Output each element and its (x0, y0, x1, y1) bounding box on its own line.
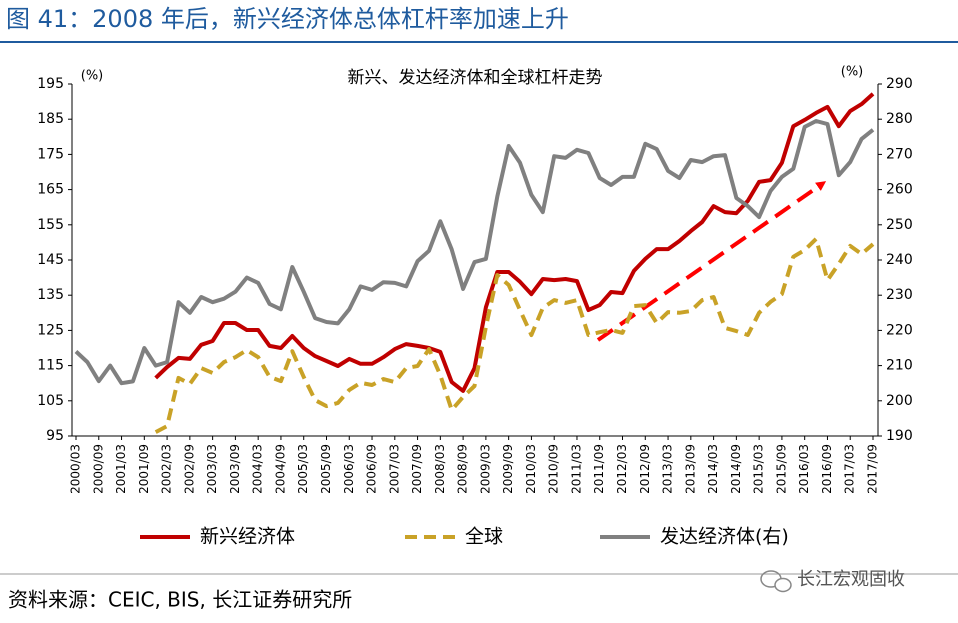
x-tick-label: 2000/09 (91, 444, 105, 494)
x-tick-label: 2017/03 (843, 444, 857, 494)
x-tick-label: 2004/03 (251, 444, 265, 494)
x-tick-label: 2006/03 (342, 444, 356, 494)
y-tick-label: 135 (37, 287, 64, 303)
y2-tick-label: 210 (886, 358, 913, 374)
trend-arrow (596, 181, 827, 342)
x-tick-label: 2010/09 (547, 444, 561, 494)
y-unit: (%) (81, 69, 104, 84)
x-tick-label: 2015/09 (774, 444, 788, 494)
y2-tick-label: 290 (886, 76, 913, 92)
x-tick-label: 2014/03 (706, 444, 720, 494)
x-tick-label: 2014/09 (729, 444, 743, 494)
x-tick-label: 2007/09 (410, 444, 424, 494)
x-tick-label: 2009/03 (478, 444, 492, 494)
x-tick-label: 2007/03 (387, 444, 401, 494)
x-tick-label: 2002/03 (160, 444, 174, 494)
y-tick-label: 115 (37, 358, 64, 374)
y-tick-label: 125 (37, 322, 64, 338)
series-line (74, 119, 875, 386)
y2-tick-label: 190 (886, 428, 913, 444)
x-tick-label: 2006/09 (365, 444, 379, 494)
x-tick-label: 2004/09 (273, 444, 287, 494)
series-line (154, 92, 875, 393)
legend-label: 全球 (465, 526, 503, 548)
x-tick-label: 2002/09 (182, 444, 196, 494)
watermark-icon (760, 570, 792, 593)
x-tick-label: 2011/03 (569, 444, 583, 494)
y2-tick-label: 270 (886, 146, 913, 162)
x-tick-label: 2017/09 (866, 444, 880, 494)
x-tick-label: 2001/03 (114, 444, 128, 494)
y2-unit: (%) (841, 65, 864, 80)
chart-title: 新兴、发达经济体和全球杠杆走势 (348, 68, 603, 88)
x-tick-label: 2011/09 (592, 444, 606, 494)
x-tick-label: 2015/03 (752, 444, 766, 494)
legend-label: 发达经济体(右) (660, 526, 789, 548)
x-tick-label: 2009/09 (501, 444, 515, 494)
y2-tick-label: 200 (886, 393, 913, 409)
y-tick-label: 105 (37, 393, 64, 409)
x-tick-label: 2000/03 (69, 444, 83, 494)
page-title: 图 41：2008 年后，新兴经济体总体杠杆率加速上升 (6, 5, 569, 33)
y-tick-label: 185 (37, 111, 64, 127)
y-tick-label: 155 (37, 217, 64, 233)
x-tick-label: 2012/09 (638, 444, 652, 494)
x-tick-label: 2013/03 (661, 444, 675, 494)
y2-tick-label: 220 (886, 322, 913, 338)
y-tick-label: 145 (37, 252, 64, 268)
x-tick-label: 2008/09 (456, 444, 470, 494)
x-tick-label: 2008/03 (433, 444, 447, 494)
y-tick-label: 175 (37, 146, 64, 162)
x-tick-label: 2005/09 (319, 444, 333, 494)
y2-tick-label: 240 (886, 252, 913, 268)
x-tick-label: 2001/09 (137, 444, 151, 494)
y-tick-label: 195 (37, 76, 64, 92)
legend-label: 新兴经济体 (200, 526, 295, 548)
y-tick-label: 95 (46, 428, 64, 444)
x-tick-label: 2016/03 (797, 444, 811, 494)
watermark: 长江宏观固收 (797, 569, 905, 590)
x-tick-label: 2005/03 (296, 444, 310, 494)
x-tick-label: 2012/03 (615, 444, 629, 494)
series-line (154, 236, 875, 434)
x-tick-label: 2003/09 (228, 444, 242, 494)
x-tick-label: 2010/03 (524, 444, 538, 494)
y2-tick-label: 230 (886, 287, 913, 303)
x-tick-label: 2013/09 (683, 444, 697, 494)
y-tick-label: 165 (37, 182, 64, 198)
y2-tick-label: 280 (886, 111, 913, 127)
x-tick-label: 2003/03 (205, 444, 219, 494)
y2-tick-label: 250 (886, 217, 913, 233)
source: 资料来源：CEIC, BIS, 长江证券研究所 (8, 588, 352, 612)
x-tick-label: 2016/09 (820, 444, 834, 494)
y2-tick-label: 260 (886, 182, 913, 198)
